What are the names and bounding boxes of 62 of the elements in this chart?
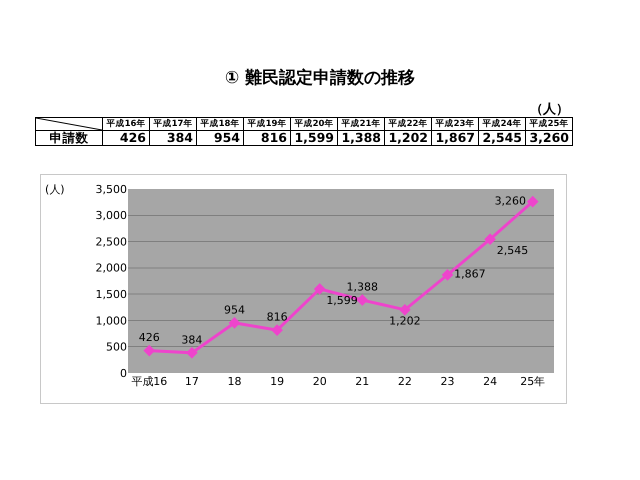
point: [271, 324, 283, 336]
text: 3,260: [494, 194, 526, 208]
y-tick-label: 0: [120, 366, 127, 380]
text: 1,867: [454, 268, 486, 281]
text: 2,545: [496, 244, 528, 258]
chart-title: ① 難民認定申請数の推移: [224, 67, 416, 89]
y-tick-label: 3,500: [96, 182, 127, 196]
data-label: 1,867: [432, 130, 478, 146]
x-tick-label: 18: [228, 375, 242, 388]
point: [399, 304, 411, 316]
data-label: 426: [102, 130, 150, 146]
text: 平成25年: [526, 118, 572, 130]
y-tick-label: 2,000: [96, 262, 127, 275]
text: 平成17年: [150, 118, 196, 130]
x-tick-label: 平成16: [131, 375, 168, 388]
text: 平成19年: [244, 118, 290, 130]
text: 816: [266, 310, 288, 324]
y-tick-label: 500: [106, 340, 127, 354]
text: 954: [224, 303, 245, 316]
text: 平成20年: [290, 118, 338, 130]
x-tick-label: 17: [184, 375, 199, 388]
data-label: 816: [244, 130, 290, 146]
text: 平成21年: [338, 118, 384, 130]
y-tick-label: 1,000: [96, 314, 127, 328]
text: （人）: [530, 101, 569, 118]
x-tick-label: 22: [398, 375, 412, 388]
x-tick-label: 23: [440, 375, 454, 388]
data-label: 384: [150, 130, 196, 146]
point: [314, 283, 326, 295]
point: [186, 346, 198, 359]
y-tick-label: 1,500: [96, 288, 127, 301]
data-label: 2,545: [478, 130, 526, 146]
data-label: 3,260: [526, 130, 572, 146]
y-tick-label: 2,500: [96, 235, 127, 248]
x-tick-label: 20: [312, 375, 327, 388]
point: [484, 233, 496, 246]
text: 平成16年: [102, 118, 150, 130]
data-label: 1,599: [290, 130, 338, 146]
y-tick-label: 3,000: [96, 209, 127, 222]
text: 平成24年: [478, 118, 526, 130]
x-tick-label: 24: [483, 375, 498, 388]
point: [143, 344, 156, 356]
text: 申請数: [36, 130, 102, 146]
y-axis-title: (人): [45, 183, 65, 196]
point: [228, 317, 240, 329]
data-label: 1,388: [338, 130, 384, 146]
x-tick-label: 19: [270, 375, 284, 388]
text: 平成18年: [196, 118, 244, 130]
text: 384: [181, 333, 202, 346]
x-tick-label: 21: [355, 375, 370, 388]
text: 平成22年: [384, 118, 432, 130]
point: [526, 196, 539, 208]
text: 1,599: [326, 294, 358, 307]
text: 1,202: [389, 314, 421, 328]
point: [356, 294, 368, 306]
text: 1,388: [346, 280, 378, 294]
x-tick-label: 25年: [520, 375, 546, 388]
data-label: 1,202: [384, 130, 432, 146]
text: 426: [138, 331, 160, 344]
text: 平成23年: [432, 118, 478, 130]
data-label: 954: [196, 130, 244, 146]
point: [442, 269, 454, 281]
